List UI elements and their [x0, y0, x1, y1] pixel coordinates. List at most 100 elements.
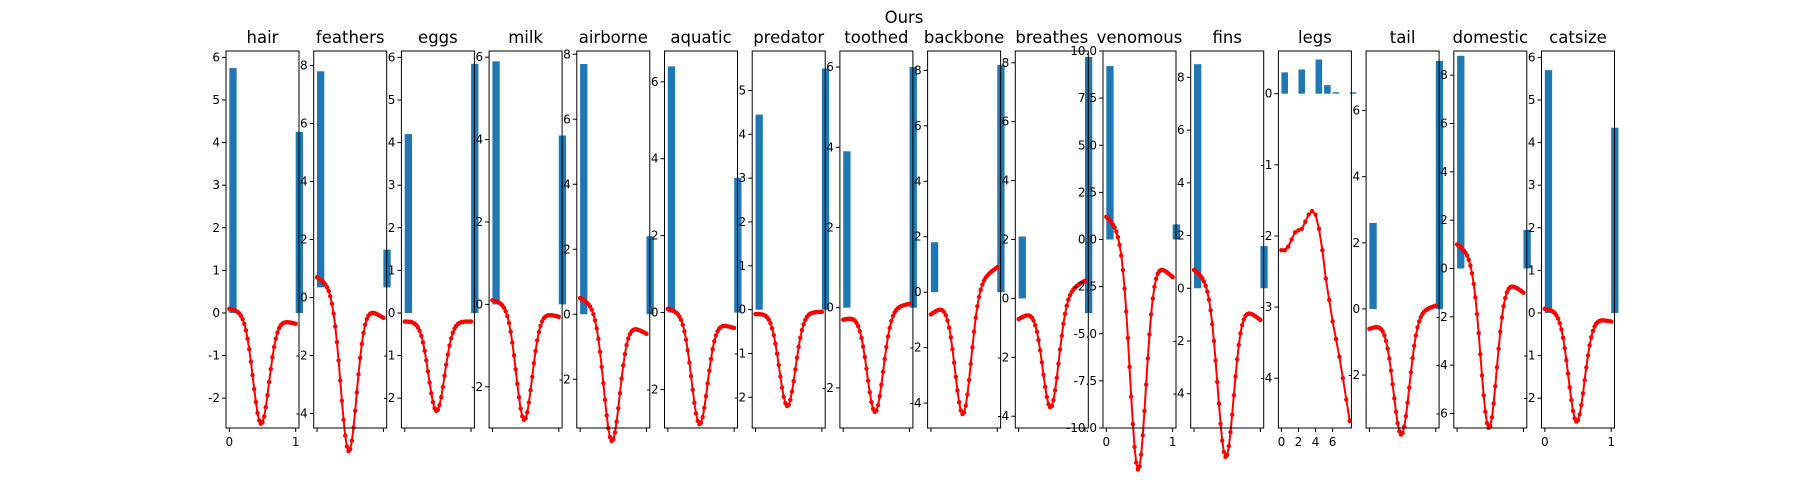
curve-point-feathers-29 [362, 322, 368, 327]
curve-point-aquatic-23 [703, 393, 709, 399]
curve-point-backbone-26 [971, 329, 977, 334]
curve-point-legs-6 [1299, 226, 1305, 232]
curve-point-legs-9 [1309, 208, 1315, 214]
ytick-label-domestic-4: 2 [1440, 213, 1448, 227]
ytick-label-backbone-6: 8 [914, 63, 922, 77]
curve-point-tail-24 [1407, 385, 1412, 390]
ytick-label-eggs-7: 5 [388, 93, 396, 107]
curve-point-hair-9 [242, 321, 247, 327]
curve-point-aquatic-21 [700, 414, 705, 420]
curve-point-airborne-15 [602, 397, 608, 403]
curve-point-milk-11 [508, 329, 513, 334]
ytick-label-eggs-1: -1 [383, 349, 395, 363]
curve-point-feathers-26 [357, 355, 363, 361]
bar-breathes-0 [1018, 236, 1026, 299]
curve-point-tail-14 [1390, 381, 1395, 387]
curve-point-venomous-18 [1133, 460, 1139, 465]
curve-point-venomous-16 [1130, 421, 1136, 427]
curve-point-catsize-11 [1560, 335, 1566, 340]
curve-point-hair-24 [266, 379, 272, 385]
curve-point-feathers-24 [354, 390, 360, 395]
ytick-label-tail-4: 6 [1352, 104, 1360, 118]
curve-point-eggs-22 [439, 394, 444, 400]
ytick-label-hair-1: -1 [208, 349, 220, 363]
panel-title-hair: hair [247, 28, 279, 47]
curve-point-breathes-20 [1049, 403, 1055, 409]
curve-point-legs-19 [1344, 397, 1349, 402]
panel-title-catsize: catsize [1549, 28, 1607, 47]
curve-point-venomous-20 [1137, 464, 1142, 469]
curve-point-catsize-8 [1555, 316, 1561, 321]
curve-point-toothed-17 [869, 399, 874, 405]
ytick-label-toothed-0: -2 [822, 381, 834, 395]
curve-legs [1281, 209, 1351, 422]
ytick-label-venomous-1: -7.5 [1074, 374, 1097, 388]
ytick-label-predator-7: 5 [739, 83, 747, 97]
ytick-label-aquatic-2: 2 [651, 229, 659, 243]
curve-point-milk-15 [515, 381, 520, 387]
curve-venomous [1105, 216, 1174, 472]
bar-aquatic-0 [667, 66, 676, 313]
curve-point-airborne-20 [611, 437, 616, 442]
curve-point-tail-27 [1412, 343, 1417, 348]
curve-point-fins-13 [1213, 358, 1218, 363]
curve-point-milk-16 [516, 395, 522, 400]
axes-frame-aquatic [664, 50, 738, 429]
curve-point-backbone-13 [950, 346, 955, 352]
curve-point-legs-20 [1347, 418, 1352, 424]
ytick-label-catsize-6: 4 [1528, 136, 1536, 150]
curve-point-predator-10 [769, 326, 775, 331]
curve-point-venomous-28 [1150, 296, 1155, 301]
curve-point-milk-10 [506, 320, 512, 326]
curve-point-backbone-16 [955, 388, 960, 393]
curve-milk [492, 299, 560, 422]
panel-catsize: -2 -1 0 1 2 3 4 5 6 0 1 catsize [1524, 28, 1619, 449]
ytick-label-hair-8: 6 [212, 50, 220, 64]
curve-point-tail-22 [1403, 413, 1409, 419]
curve-tail [1369, 304, 1437, 437]
curve-point-catsize-40 [1608, 319, 1614, 324]
panel-aquatic: -2 0 2 4 6 aquatic [647, 28, 742, 432]
ytick-label-catsize-3: 1 [1528, 263, 1536, 277]
ytick-label-venomous-8: 10.0 [1070, 44, 1097, 58]
ytick-label-breathes-5: 6 [1002, 115, 1010, 129]
bar-catsize-0 [1544, 70, 1553, 313]
curve-point-catsize-22 [1579, 402, 1584, 408]
ytick-label-milk-0: -2 [471, 380, 483, 394]
curve-point-venomous-30 [1153, 276, 1159, 281]
curve-point-eggs-27 [447, 343, 452, 348]
ytick-label-domestic-5: 4 [1440, 165, 1448, 179]
bar-backbone-0 [930, 242, 939, 293]
curve-point-fins-23 [1229, 412, 1235, 417]
ytick-label-venomous-7: 7.5 [1078, 91, 1097, 105]
curve-point-hair-40 [293, 321, 298, 326]
figure-title: Ours [885, 8, 924, 27]
curve-point-aquatic-24 [705, 381, 710, 386]
ytick-label-fins-3: 2 [1177, 229, 1185, 243]
curve-point-tail-28 [1413, 333, 1419, 338]
curve-point-eggs-28 [448, 336, 454, 341]
curve-point-catsize-9 [1557, 320, 1562, 326]
curve-point-airborne-9 [592, 318, 598, 323]
curve-point-hair-13 [248, 359, 254, 364]
ytick-label-tail-2: 2 [1352, 236, 1360, 250]
curve-point-feathers-23 [352, 408, 358, 413]
panel-title-legs: legs [1298, 28, 1332, 47]
axes-frame-milk [488, 50, 563, 429]
curve-point-domestic-29 [1503, 295, 1508, 301]
panel-tail: -2 0 2 4 6 tail [1348, 28, 1444, 437]
curve-point-fins-11 [1210, 321, 1215, 327]
curve-point-backbone-18 [958, 408, 963, 413]
curve-point-milk-40 [556, 314, 561, 319]
curve-point-toothed-15 [865, 378, 871, 383]
curve-point-predator-14 [776, 362, 781, 368]
curve-point-domestic-24 [1494, 365, 1500, 370]
curve-point-predator-27 [798, 335, 803, 340]
ytick-label-airborne-4: 6 [563, 112, 571, 126]
curve-point-predator-15 [778, 374, 783, 379]
ytick-label-eggs-0: -2 [383, 391, 395, 405]
curve-point-tail-18 [1397, 428, 1402, 434]
ytick-label-domestic-1: -4 [1436, 358, 1448, 372]
curve-point-backbone-9 [943, 313, 949, 318]
